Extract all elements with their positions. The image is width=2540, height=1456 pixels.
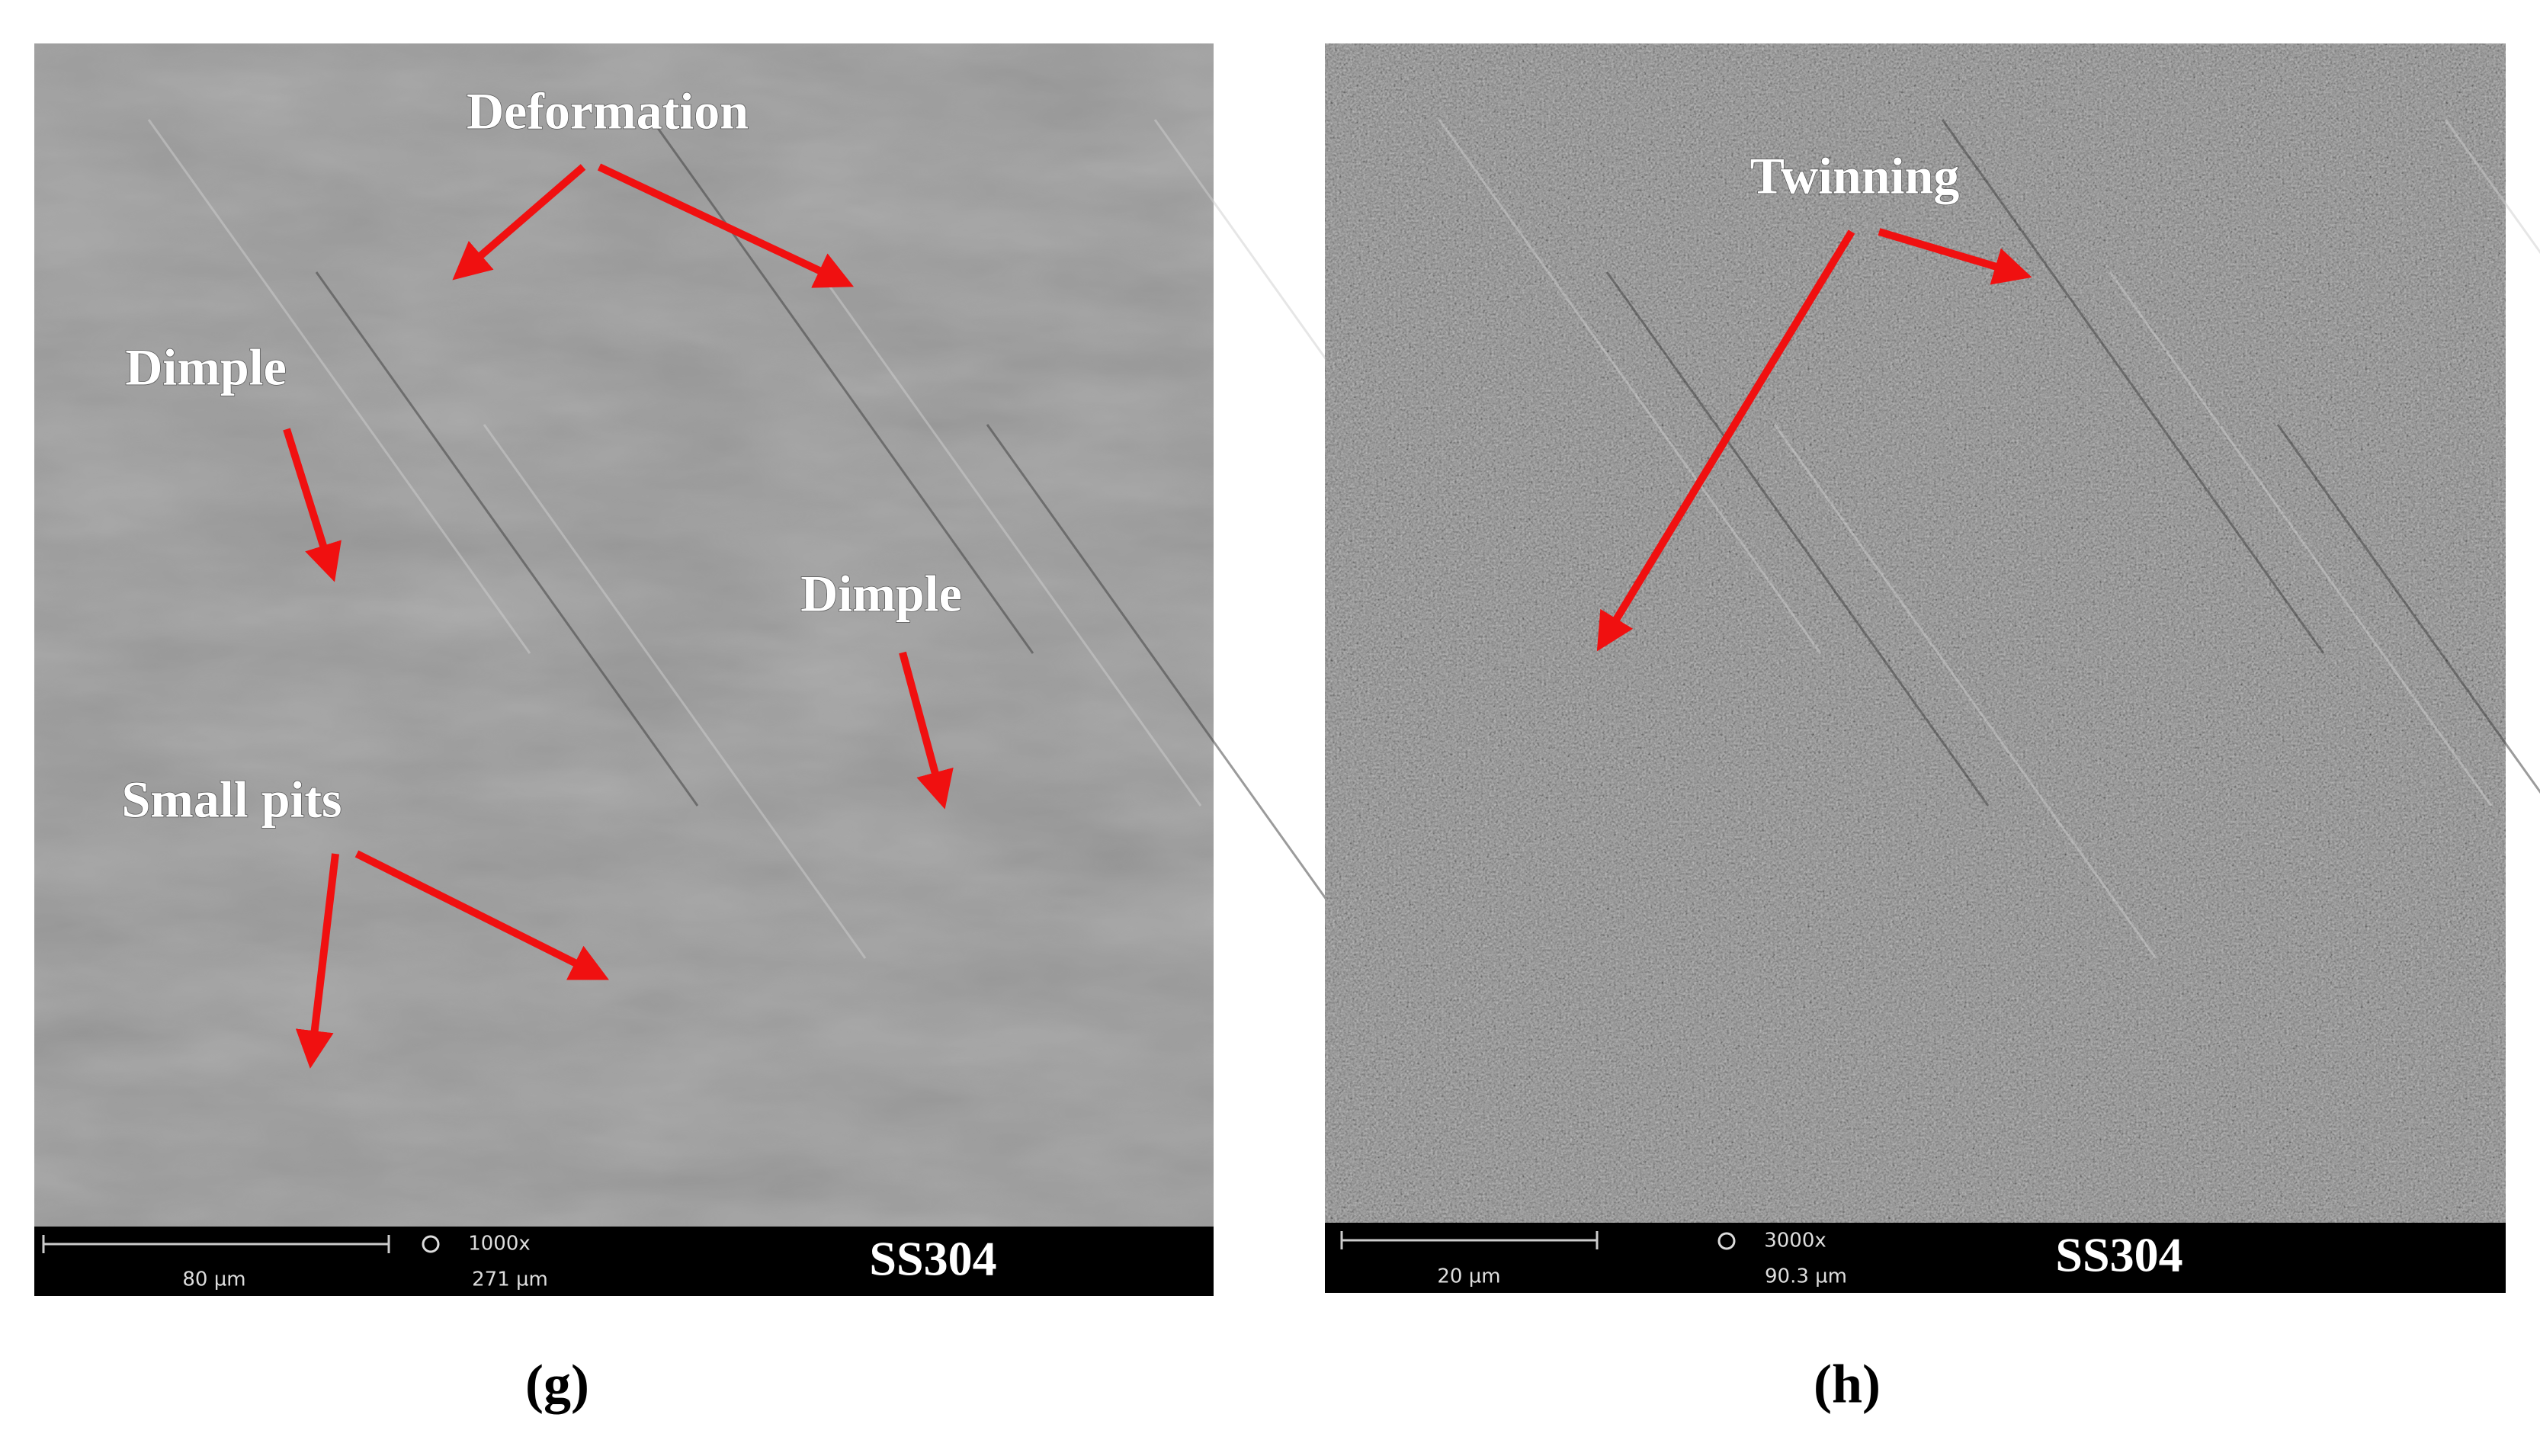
info-bar [34, 1227, 1214, 1296]
panel-label: (g) [525, 1354, 589, 1415]
scratch [147, 119, 531, 654]
arrow [283, 428, 342, 582]
arrow [899, 651, 954, 810]
sample-name: SS304 [2055, 1228, 2182, 1282]
annotation: Deformation [467, 82, 749, 140]
micrograph-texture [1325, 43, 2506, 1223]
arrow [1596, 229, 1855, 652]
scale-length: 20 µm [1437, 1265, 1500, 1288]
panel-label: (h) [1814, 1354, 1881, 1415]
magnification: 3000x [1764, 1230, 1826, 1252]
magnification: 1000x [468, 1233, 531, 1256]
arrow [597, 163, 855, 288]
scratch [2444, 119, 2540, 255]
scratch [483, 424, 867, 959]
panel: 20 µm 3000x 90.3 µm SS304 Twinning (h) [1325, 43, 2540, 1415]
arrow [452, 164, 586, 281]
annotation: Small pits [121, 771, 342, 829]
scratch [315, 271, 699, 807]
sample-name: SS304 [869, 1232, 996, 1286]
scratch [986, 424, 1370, 959]
micrograph-texture [34, 43, 1214, 1227]
scratch [2109, 271, 2493, 807]
scratch [1605, 271, 1990, 807]
scratch [1773, 424, 2157, 959]
scratch [2276, 424, 2540, 794]
scratch [650, 119, 1034, 654]
scratch [818, 271, 1202, 807]
annotation: Dimple [800, 565, 962, 623]
arrow [354, 850, 609, 980]
info-bar [1325, 1223, 2506, 1293]
scale-length: 80 µm [182, 1268, 245, 1291]
panels: 80 µm 1000x 271 µm SS304 Deformation Dimple Di… [34, 43, 2540, 1415]
annotation: Dimple [125, 338, 287, 396]
field-width: 90.3 µm [1765, 1265, 1847, 1288]
scratch [1438, 119, 1822, 654]
zoom-icon [1717, 1232, 1736, 1250]
panel: 80 µm 1000x 271 µm SS304 Deformation Dimple Di… [34, 43, 1538, 1415]
zoom-icon [422, 1235, 440, 1253]
arrow [1878, 228, 2032, 285]
scratch [1941, 119, 2325, 654]
annotation: Twinning [1750, 147, 1960, 205]
field-width: 271 µm [472, 1268, 548, 1291]
arrow [295, 853, 339, 1069]
